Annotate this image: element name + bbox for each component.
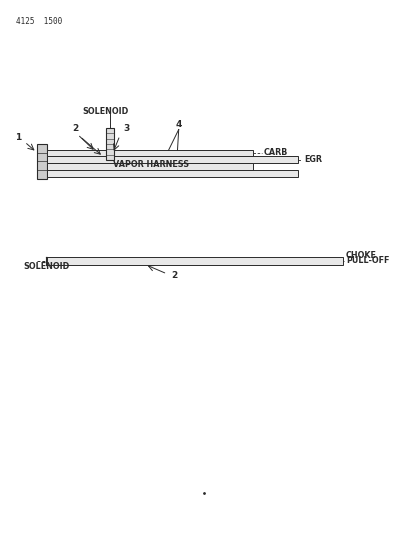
Bar xyxy=(37,144,47,179)
Bar xyxy=(47,171,298,177)
Text: 2: 2 xyxy=(171,271,177,280)
Bar xyxy=(47,257,343,265)
Text: 1: 1 xyxy=(16,133,22,142)
Text: VAPOR HARNESS: VAPOR HARNESS xyxy=(113,160,190,169)
Bar xyxy=(47,163,253,171)
Bar xyxy=(47,149,253,157)
Bar xyxy=(106,128,114,160)
Text: CARB: CARB xyxy=(263,149,288,157)
Text: 3: 3 xyxy=(123,124,129,133)
Text: 2: 2 xyxy=(73,124,79,133)
Text: 4125  1500: 4125 1500 xyxy=(16,17,62,26)
Bar xyxy=(47,157,298,163)
Text: PULL-OFF: PULL-OFF xyxy=(346,256,389,265)
Text: SOLENOID: SOLENOID xyxy=(82,107,129,116)
Text: EGR: EGR xyxy=(304,156,322,164)
Text: SOLENOID: SOLENOID xyxy=(24,262,70,271)
Text: CHOKE: CHOKE xyxy=(346,251,377,260)
Text: 4: 4 xyxy=(175,120,182,129)
